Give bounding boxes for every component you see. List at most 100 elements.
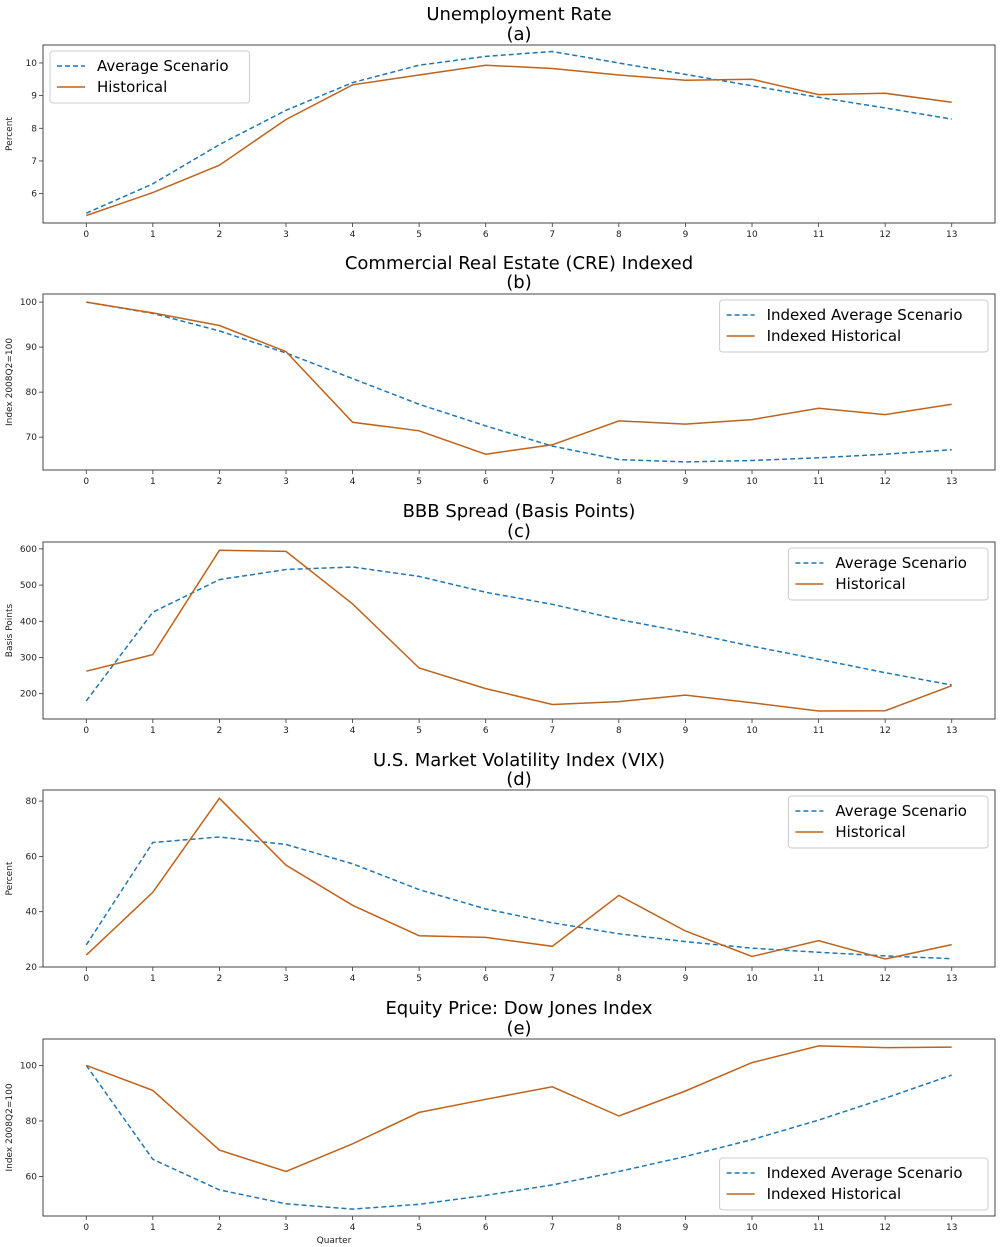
legend-label: Indexed Historical [767, 327, 902, 345]
chart-title: Unemployment Rate [426, 4, 611, 25]
x-tick-label: 12 [879, 1223, 890, 1233]
x-tick-label: 12 [879, 726, 890, 736]
legend-label: Indexed Historical [767, 1185, 902, 1203]
x-axis-label: Quarter [317, 1236, 352, 1246]
x-tick-label: 5 [416, 726, 422, 736]
x-tick-label: 6 [483, 477, 489, 487]
x-tick-label: 3 [283, 477, 289, 487]
series-line-historical [86, 549, 952, 712]
x-tick-label: 7 [549, 726, 555, 736]
x-tick-label: 12 [879, 974, 890, 984]
x-tick-label: 2 [217, 230, 223, 240]
x-tick-label: 9 [683, 230, 689, 240]
legend-label: Average Scenario [835, 802, 967, 820]
y-tick-label: 60 [26, 852, 38, 862]
y-tick-label: 70 [26, 433, 38, 443]
y-tick-label: 300 [20, 653, 37, 663]
x-tick-label: 4 [350, 974, 356, 984]
x-tick-label: 6 [483, 974, 489, 984]
chart-subtitle: (e) [506, 1018, 531, 1039]
x-tick-label: 1 [150, 1223, 156, 1233]
series-line-average-scenario [85, 836, 952, 960]
legend: Average Scenario Historical [49, 50, 251, 104]
legend: Indexed Average Scenario Indexed Historic… [719, 1157, 989, 1211]
y-tick-label: 7 [31, 157, 37, 167]
legend-box [787, 547, 989, 601]
x-tick-label: 2 [217, 726, 223, 736]
y-tick-label: 60 [26, 1173, 38, 1183]
y-tick-label: 20 [26, 963, 38, 973]
chart-panel-0: Unemployment Rate(a)0 1 2 3 4 5 6 7 8 9 10 11 12 1367… [5, 4, 996, 240]
x-tick-label: 12 [879, 477, 890, 487]
plot-frame [42, 293, 996, 471]
y-tick-label: 6 [31, 190, 37, 200]
legend-label: Historical [835, 823, 905, 841]
x-tick-label: 9 [683, 1223, 689, 1233]
x-tick-label: 3 [283, 726, 289, 736]
x-tick-label: 3 [283, 1223, 289, 1233]
chart-panel-4: Equity Price: Dow Jones Index(e)0 1 2 3 4 5 6 7… [5, 998, 996, 1246]
plot-frame [42, 1038, 996, 1217]
x-tick-label: 0 [83, 477, 89, 487]
series-line-average-scenario [85, 50, 952, 214]
chart-title: Commercial Real Estate (CRE) Indexed [345, 253, 693, 274]
y-tick-label: 80 [26, 388, 38, 398]
chart-subtitle: (c) [507, 521, 531, 542]
x-tick-label: 8 [616, 974, 622, 984]
x-tick-label: 11 [813, 1223, 824, 1233]
chart-panel-1: Commercial Real Estate (CRE) Indexed(b) 0… [5, 253, 996, 487]
x-tick-label: 4 [350, 726, 356, 736]
y-tick-label: 100 [20, 1061, 37, 1071]
x-tick-label: 10 [746, 1223, 758, 1233]
legend: Average Scenario Historical [787, 547, 989, 601]
x-tick-label: 0 [83, 230, 89, 240]
y-tick-label: 40 [26, 908, 38, 918]
series-line-historical [85, 797, 952, 960]
y-axis-label: Percent [5, 117, 15, 151]
x-tick-label: 10 [746, 230, 758, 240]
y-tick-label: 80 [26, 797, 38, 807]
x-tick-label: 7 [549, 230, 555, 240]
y-axis-label: Percent [5, 861, 15, 895]
x-tick-label: 10 [746, 974, 758, 984]
y-axis-label: Basis Points [5, 603, 15, 657]
chart-title: Equity Price: Dow Jones Index [385, 998, 652, 1019]
x-tick-label: 4 [350, 477, 356, 487]
x-tick-label: 5 [416, 974, 422, 984]
x-tick-label: 13 [946, 230, 957, 240]
legend: Average Scenario Historical [787, 795, 989, 849]
y-axis-label: Index 2008Q2=100 [5, 338, 15, 426]
x-tick-label: 11 [813, 230, 824, 240]
x-tick-label: 5 [416, 1223, 422, 1233]
x-tick-label: 4 [350, 1223, 356, 1233]
x-tick-label: 0 [83, 1223, 89, 1233]
legend-box [787, 795, 989, 849]
series-line-historical [86, 64, 952, 217]
plot-frame [42, 44, 996, 224]
x-tick-label: 1 [150, 726, 156, 736]
y-tick-label: 400 [20, 617, 37, 627]
x-tick-label: 2 [217, 1223, 223, 1233]
series-line-historical [86, 1045, 952, 1173]
x-tick-label: 4 [350, 230, 356, 240]
x-tick-label: 13 [946, 477, 957, 487]
plot-frame [42, 541, 996, 720]
x-tick-label: 8 [616, 726, 622, 736]
x-tick-label: 11 [813, 477, 824, 487]
y-tick-label: 8 [31, 124, 37, 134]
y-tick-label: 200 [20, 690, 37, 700]
legend: Indexed Average Scenario Indexed Historic… [719, 299, 989, 353]
x-tick-label: 13 [946, 726, 957, 736]
chart-panel-2: BBB Spread (Basis Points)(c)0 1 2 3 4 5 6 7 8 9 10… [5, 501, 996, 736]
x-tick-label: 7 [549, 1223, 555, 1233]
legend-box [719, 1157, 989, 1211]
y-tick-label: 10 [26, 59, 38, 69]
x-tick-label: 9 [683, 974, 689, 984]
legend-label: Indexed Average Scenario [767, 1164, 963, 1182]
x-tick-label: 10 [746, 477, 758, 487]
x-tick-label: 11 [813, 726, 824, 736]
x-tick-label: 6 [483, 230, 489, 240]
legend-box [49, 50, 251, 104]
chart-subtitle: (d) [506, 769, 531, 790]
